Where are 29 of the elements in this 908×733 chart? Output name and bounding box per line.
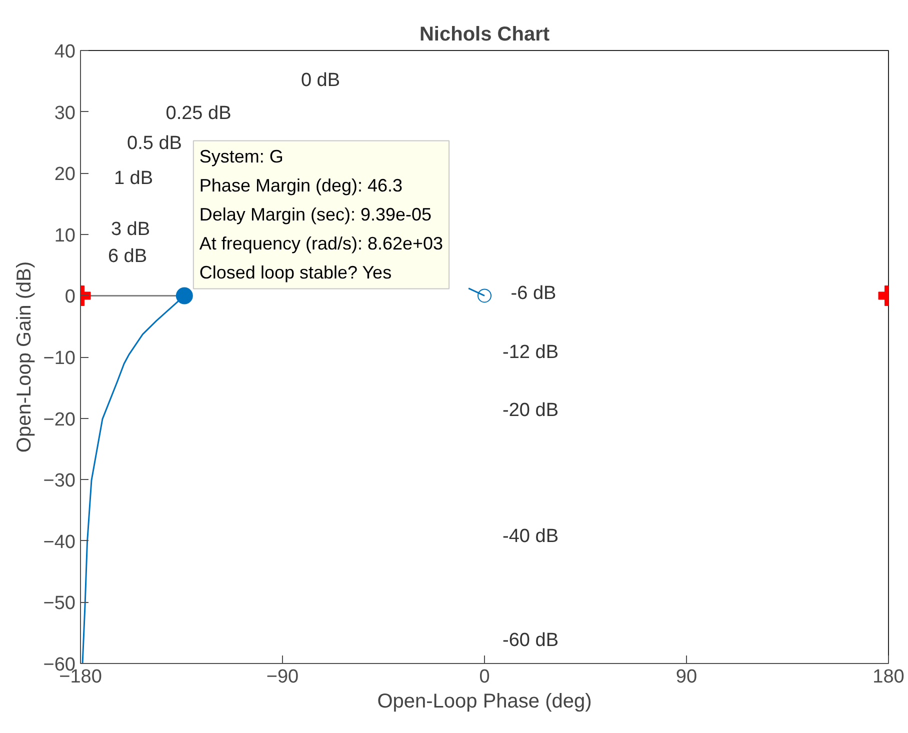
y-axis-title: Open-Loop Gain (dB): [13, 261, 36, 453]
x-tick-label: 180: [872, 666, 904, 688]
y-tick-label: −50: [43, 593, 76, 614]
annotation: -6 dB: [510, 283, 556, 304]
y-tick-label: −10: [43, 348, 76, 369]
y-tick-label: −20: [43, 409, 76, 430]
annotation: 0 dB: [300, 70, 340, 91]
y-tick-label: 30: [54, 102, 76, 124]
y-tick-label: −30: [43, 470, 76, 492]
y-tick-label: 10: [54, 225, 76, 246]
annotation: 0.25 dB: [166, 103, 232, 124]
annotation: 6 dB: [108, 246, 148, 267]
annotation: System: G Phase Margin (deg): 46.3 Delay Margin (sec): 9.39e-05 At frequency (rad/s): 8.62e+03 Closed loop stable? Yes: [199, 146, 444, 283]
x-axis-title: Open-Loop Phase (deg): [377, 690, 592, 712]
y-tick-label: 40: [54, 42, 76, 62]
annotation: 0.5 dB: [127, 133, 182, 154]
y-tick-label: 20: [54, 164, 76, 186]
annotation: -20 dB: [502, 400, 558, 421]
annotation: -60 dB: [502, 630, 558, 651]
annotation: 1 dB: [114, 168, 154, 189]
annotation: 3 dB: [110, 219, 150, 240]
y-tick-label: 0: [64, 286, 76, 308]
x-tick-label: −90: [266, 666, 299, 688]
annotation: -40 dB: [502, 526, 558, 547]
x-tick-label: 0: [479, 666, 490, 688]
x-tick-label: 90: [676, 666, 698, 688]
y-tick-label: −40: [43, 532, 76, 553]
chart-title: Nichols Chart: [419, 24, 550, 46]
annotation: -12 dB: [502, 342, 558, 363]
